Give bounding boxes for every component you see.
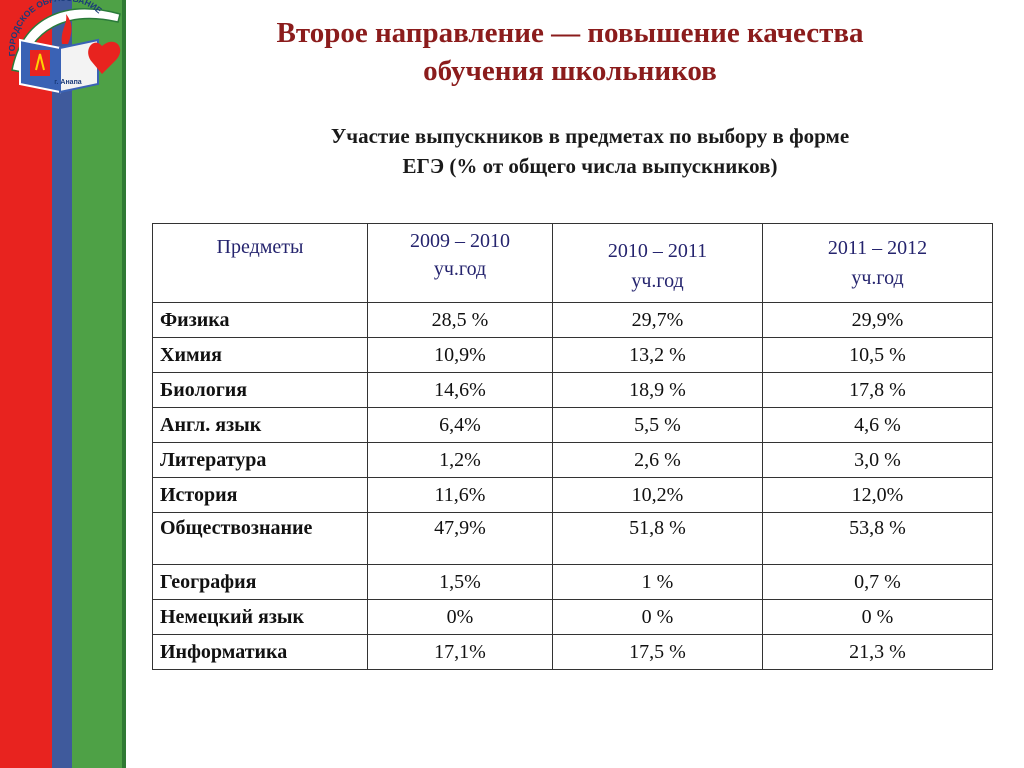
cell-subject: История [152,477,368,513]
slide-title: Второе направление — повышение качества … [170,14,970,90]
cell-subject: География [152,564,368,600]
table-row: Химия 10,9% 13,2 % 10,5 % [152,337,993,373]
cell-value: 29,7% [552,302,763,338]
cell-value: 17,8 % [762,372,993,408]
header-2011-2012: 2011 – 2012 уч.год [762,223,993,303]
cell-subject: Немецкий язык [152,599,368,635]
flag-stripe-edge [122,0,126,768]
cell-value: 0% [367,599,553,635]
cell-subject: Физика [152,302,368,338]
cell-value: 2,6 % [552,442,763,478]
table-row: Англ. язык 6,4% 5,5 % 4,6 % [152,407,993,443]
cell-value: 13,2 % [552,337,763,373]
cell-subject: Информатика [152,634,368,670]
cell-value: 1,2% [367,442,553,478]
cell-value: 14,6% [367,372,553,408]
cell-subject: Обществознание [152,512,368,565]
flag-stripe-red [0,0,52,768]
logo-bottom-text: г. Анапа [54,79,82,86]
exam-participation-table: Предметы 2009 – 2010 уч.год 2010 – 2011 … [152,223,993,670]
table-row: Обществознание 47,9% 51,8 % 53,8 % [152,512,993,565]
cell-value: 0,7 % [762,564,993,600]
cell-value: 28,5 % [367,302,553,338]
header-2009-2010: 2009 – 2010 уч.год [367,223,553,303]
cell-value: 5,5 % [552,407,763,443]
education-logo-icon: ГОРОДСКОЕ ОБРАЗОВАНИЕ г. Анапа [7,0,121,94]
cell-value: 47,9% [367,512,553,565]
cell-value: 18,9 % [552,372,763,408]
slide-subtitle-line2: ЕГЭ (% от общего числа выпускников) [402,154,778,178]
flag-stripe-green [72,0,122,768]
header-2010-2011: 2010 – 2011 уч.год [552,223,763,303]
cell-value: 10,5 % [762,337,993,373]
slide-title-line1: Второе направление — повышение качества [276,17,864,49]
cell-value: 21,3 % [762,634,993,670]
cell-subject: Биология [152,372,368,408]
cell-value: 53,8 % [762,512,993,565]
table-row: Немецкий язык 0% 0 % 0 % [152,599,993,635]
cell-subject: Литература [152,442,368,478]
cell-subject: Химия [152,337,368,373]
cell-value: 6,4% [367,407,553,443]
header-subjects: Предметы [152,223,368,303]
table-row: Литература 1,2% 2,6 % 3,0 % [152,442,993,478]
cell-value: 12,0% [762,477,993,513]
flag-stripe-blue [52,0,72,768]
cell-value: 51,8 % [552,512,763,565]
cell-value: 29,9% [762,302,993,338]
slide-subtitle-line1: Участие выпускников в предметах по выбор… [330,124,850,148]
cell-value: 11,6% [367,477,553,513]
cell-value: 10,2% [552,477,763,513]
cell-value: 1,5% [367,564,553,600]
table-row: Информатика 17,1% 17,5 % 21,3 % [152,634,993,670]
table-header-row: Предметы 2009 – 2010 уч.год 2010 – 2011 … [152,223,993,303]
table-row: Физика 28,5 % 29,7% 29,9% [152,302,993,338]
cell-value: 17,5 % [552,634,763,670]
cell-value: 0 % [762,599,993,635]
cell-value: 4,6 % [762,407,993,443]
slide-subtitle: Участие выпускников в предметах по выбор… [220,121,960,181]
cell-subject: Англ. язык [152,407,368,443]
cell-value: 1 % [552,564,763,600]
slide-title-line2: обучения школьников [423,55,717,87]
table-row: История 11,6% 10,2% 12,0% [152,477,993,513]
cell-value: 10,9% [367,337,553,373]
table-row: География 1,5% 1 % 0,7 % [152,564,993,600]
cell-value: 0 % [552,599,763,635]
table-row: Биология 14,6% 18,9 % 17,8 % [152,372,993,408]
cell-value: 3,0 % [762,442,993,478]
cell-value: 17,1% [367,634,553,670]
